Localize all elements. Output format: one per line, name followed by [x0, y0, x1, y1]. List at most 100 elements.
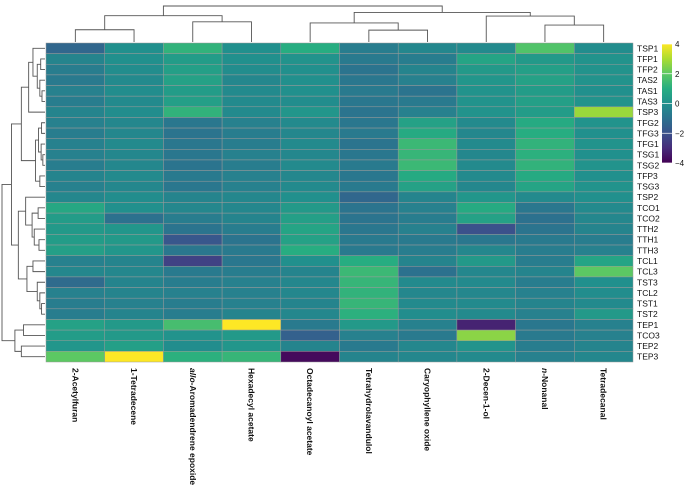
heatmap-cell	[104, 308, 164, 320]
heatmap-cell	[574, 117, 634, 129]
heatmap-cell	[574, 64, 634, 76]
heatmap-cell	[104, 223, 164, 235]
heatmap-cell	[221, 149, 282, 161]
column-label: 1-Tetradecene	[129, 368, 139, 425]
heatmap-cell	[221, 202, 282, 214]
heatmap-cell	[45, 127, 105, 139]
heatmap-cell	[397, 53, 458, 65]
dendrogram-branch	[36, 281, 45, 302]
heatmap-cell	[339, 234, 399, 246]
row-label: TCO1	[637, 203, 660, 213]
heatmap-cell	[574, 202, 634, 214]
heatmap-cell	[339, 308, 399, 320]
heatmap-cell	[221, 159, 282, 171]
heatmap-cell	[574, 255, 634, 267]
heatmap-cell	[339, 180, 399, 193]
heatmap-cell	[574, 85, 634, 97]
heatmap-cell	[574, 276, 634, 288]
heatmap-cell	[515, 202, 575, 214]
heatmap-cell	[163, 95, 223, 108]
heatmap-cell	[45, 191, 105, 203]
dendrogram-branch	[162, 5, 443, 16]
heatmap-cell	[163, 202, 223, 214]
heatmap-cell	[163, 319, 223, 331]
heatmap-cell	[45, 234, 105, 246]
dendrogram-branch	[41, 122, 45, 134]
heatmap-cell	[280, 202, 340, 214]
heatmap-cell	[515, 212, 575, 225]
heatmap-cell	[515, 329, 575, 341]
heatmap-cell	[515, 95, 575, 108]
heatmap-cell	[515, 138, 575, 150]
heatmap-cell	[221, 297, 282, 310]
heatmap-cell	[221, 42, 282, 54]
heatmap-cell	[339, 159, 399, 171]
heatmap-cell	[45, 308, 105, 320]
heatmap-cell	[280, 159, 340, 171]
row-label: TCO2	[637, 213, 660, 223]
heatmap-cell	[339, 340, 399, 352]
heatmap-cell	[397, 297, 458, 310]
heatmap-cell	[221, 95, 282, 108]
heatmap-cell	[221, 329, 282, 341]
heatmap-cell	[163, 244, 223, 256]
heatmap-cell	[221, 127, 282, 139]
heatmap-cell	[280, 351, 340, 363]
heatmap-cell	[280, 329, 340, 341]
heatmap-cell	[456, 287, 516, 299]
heatmap-cell	[339, 297, 399, 310]
heatmap-cell	[221, 53, 282, 65]
dendrogram-branch	[25, 196, 45, 226]
heatmap-cell	[515, 191, 575, 203]
heatmap-cell	[397, 106, 458, 118]
heatmap-cell	[163, 159, 223, 171]
heatmap-cell	[45, 266, 105, 278]
heatmap-cell	[280, 53, 340, 65]
heatmap-cell	[163, 266, 223, 278]
colorbar-tick-label: −4	[675, 159, 685, 168]
heatmap-cell	[456, 138, 516, 150]
heatmap-cell	[574, 149, 634, 161]
heatmap-cell	[104, 64, 164, 76]
heatmap-cell	[104, 287, 164, 299]
heatmap-cell	[104, 319, 164, 331]
heatmap-cell	[339, 117, 399, 129]
heatmap-cell	[574, 95, 634, 108]
heatmap-cell	[163, 127, 223, 139]
dendrogram-branch	[31, 212, 39, 238]
heatmap-cell	[221, 266, 282, 278]
heatmap-cell	[397, 319, 458, 331]
heatmap-cell	[339, 319, 399, 331]
heatmap-cell	[104, 42, 164, 54]
row-label: TAS3	[637, 96, 658, 106]
dendrogram-branch	[33, 228, 45, 246]
row-label: TAS1	[637, 86, 658, 96]
heatmap-cell	[456, 202, 516, 214]
heatmap-cell	[515, 255, 575, 267]
heatmap-cell	[280, 170, 340, 182]
heatmap-cell	[515, 340, 575, 352]
heatmap-cell	[221, 106, 282, 118]
row-label: TST1	[637, 299, 658, 309]
heatmap-cell	[456, 170, 516, 182]
heatmap-cell	[515, 159, 575, 171]
heatmap-cell	[280, 223, 340, 235]
heatmap-cell	[574, 74, 634, 86]
row-label: TFG2	[637, 118, 659, 128]
dendrogram-branch	[42, 154, 45, 166]
heatmap-cell	[574, 170, 634, 182]
heatmap-cell	[397, 159, 458, 171]
column-dendrogram	[74, 5, 605, 42]
heatmap-cell	[221, 74, 282, 86]
column-label: n-Nonanal	[540, 368, 550, 410]
heatmap-cell	[280, 212, 340, 225]
heatmap-cell	[163, 74, 223, 86]
heatmap-cell	[456, 340, 516, 352]
row-label: TFP1	[637, 54, 658, 64]
heatmap-cell	[515, 127, 575, 139]
heatmap-cell	[397, 255, 458, 267]
heatmap-cell	[574, 308, 634, 320]
heatmap-cell	[574, 234, 634, 246]
row-label: TCL2	[637, 288, 658, 298]
heatmap-cell	[574, 180, 634, 193]
